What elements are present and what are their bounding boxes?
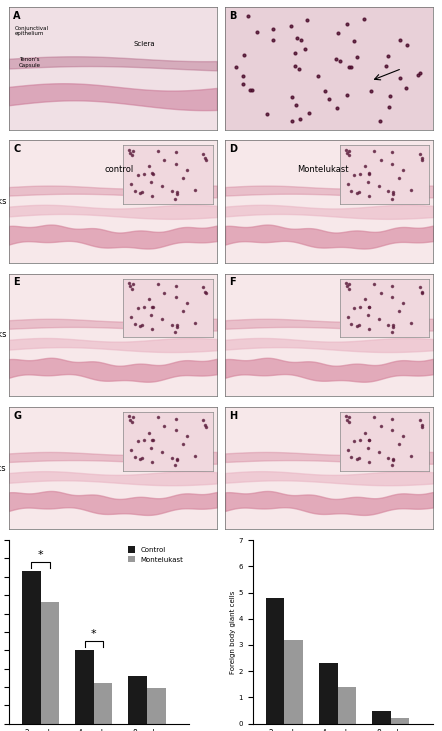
Bar xyxy=(319,663,338,724)
Y-axis label: 8 weeks: 8 weeks xyxy=(0,463,6,472)
Text: B: B xyxy=(229,11,237,21)
Text: Conjunctival
epithelium: Conjunctival epithelium xyxy=(15,26,49,37)
Bar xyxy=(391,719,409,724)
Y-axis label: 2 weeks: 2 weeks xyxy=(0,197,6,206)
Text: E: E xyxy=(13,277,19,287)
Text: G: G xyxy=(13,411,21,420)
Bar xyxy=(266,598,285,724)
Y-axis label: Foreign body giant cells: Foreign body giant cells xyxy=(229,590,236,673)
Bar xyxy=(372,711,391,724)
Bar xyxy=(147,688,165,724)
Bar xyxy=(22,572,41,724)
Text: Sclera: Sclera xyxy=(133,41,155,47)
Bar xyxy=(128,676,147,724)
Text: *: * xyxy=(38,550,43,560)
Text: *: * xyxy=(91,629,97,639)
Bar xyxy=(94,683,112,724)
Text: control: control xyxy=(105,165,134,174)
Bar xyxy=(41,602,59,724)
Text: H: H xyxy=(229,411,237,420)
Text: A: A xyxy=(13,11,20,21)
Text: C: C xyxy=(13,144,20,154)
Text: D: D xyxy=(229,144,237,154)
Text: F: F xyxy=(229,277,236,287)
Text: Tenon's
Capsule: Tenon's Capsule xyxy=(19,57,41,68)
Legend: Control, Montelukast: Control, Montelukast xyxy=(125,544,186,566)
Bar xyxy=(285,640,303,724)
Bar xyxy=(338,687,356,724)
Y-axis label: 4 weeks: 4 weeks xyxy=(0,330,6,339)
Bar xyxy=(75,651,94,724)
Text: Montelukast: Montelukast xyxy=(297,165,348,174)
